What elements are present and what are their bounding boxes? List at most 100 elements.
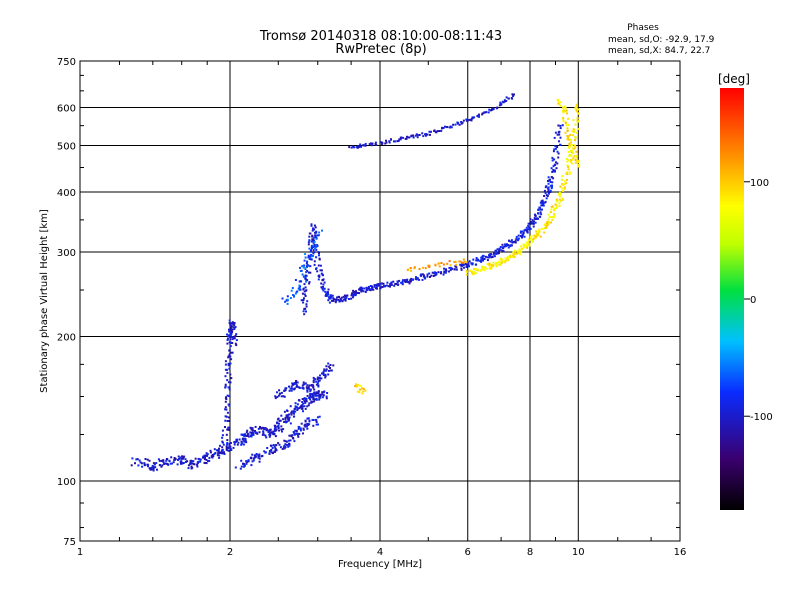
data-point	[390, 283, 393, 286]
data-point	[483, 111, 486, 114]
data-point	[479, 259, 482, 262]
data-point	[294, 405, 297, 408]
data-point	[300, 269, 303, 272]
data-point	[155, 462, 158, 464]
data-point	[191, 466, 194, 469]
data-point	[357, 146, 359, 149]
data-point	[457, 122, 459, 125]
data-point	[520, 235, 523, 238]
data-point	[176, 463, 179, 466]
data-point	[567, 159, 570, 162]
data-point	[552, 165, 555, 168]
data-point	[240, 440, 243, 443]
data-point	[298, 280, 301, 283]
data-point	[316, 382, 319, 385]
data-point	[495, 252, 498, 255]
data-point	[319, 374, 321, 377]
data-point	[306, 300, 309, 303]
data-point	[323, 287, 326, 290]
data-point	[455, 268, 458, 271]
data-point	[304, 267, 307, 270]
data-point	[283, 446, 286, 448]
data-point	[288, 442, 290, 445]
data-point	[285, 440, 288, 443]
data-point	[321, 229, 323, 232]
data-point	[226, 337, 229, 340]
data-point	[329, 297, 332, 300]
data-point	[148, 459, 151, 462]
data-point	[294, 292, 297, 295]
data-point	[506, 243, 509, 246]
data-point	[455, 263, 458, 266]
data-point	[462, 263, 465, 266]
data-point	[326, 392, 329, 394]
data-point	[570, 154, 573, 157]
data-point	[320, 377, 323, 380]
data-point	[494, 249, 497, 252]
data-point	[169, 462, 172, 465]
data-point	[567, 150, 570, 153]
data-point	[360, 290, 363, 293]
data-point	[547, 188, 550, 191]
data-point	[535, 230, 538, 233]
data-point	[267, 429, 270, 432]
data-point	[143, 464, 146, 467]
grid-lines	[80, 61, 680, 541]
data-point	[512, 254, 515, 257]
data-point	[545, 197, 548, 200]
data-point	[346, 294, 348, 297]
data-point	[227, 428, 230, 431]
data-point	[553, 158, 556, 161]
data-point	[476, 269, 479, 272]
data-point	[551, 170, 554, 173]
data-point	[559, 104, 562, 107]
data-point	[282, 395, 285, 398]
data-point	[322, 394, 325, 397]
data-point	[191, 460, 194, 463]
data-point	[150, 468, 153, 471]
data-point	[558, 202, 561, 205]
data-point	[226, 333, 228, 336]
data-point	[529, 218, 532, 221]
data-point	[460, 261, 463, 264]
data-point	[568, 142, 571, 145]
data-point	[360, 286, 363, 289]
data-point	[293, 412, 295, 415]
data-point	[363, 287, 366, 290]
data-point	[166, 463, 169, 465]
data-point	[501, 100, 504, 103]
data-point	[481, 113, 484, 116]
data-point	[278, 429, 280, 432]
data-point	[542, 202, 544, 205]
data-point	[322, 372, 325, 375]
data-point	[360, 145, 362, 148]
data-point	[283, 395, 286, 398]
data-point	[281, 297, 284, 300]
data-point	[549, 189, 552, 192]
data-point	[311, 393, 314, 395]
data-point	[187, 467, 190, 470]
data-point	[507, 244, 510, 247]
data-point	[308, 235, 311, 238]
data-point	[315, 248, 318, 251]
data-point	[571, 150, 574, 152]
data-point	[273, 424, 276, 427]
data-point	[410, 269, 412, 272]
data-point	[277, 442, 280, 445]
data-point	[492, 107, 495, 110]
data-point	[221, 429, 224, 432]
data-point	[539, 235, 542, 238]
data-point	[554, 131, 557, 134]
data-point	[469, 269, 472, 272]
data-point	[519, 230, 522, 233]
data-point	[171, 462, 173, 465]
data-point	[467, 119, 469, 122]
data-point	[290, 389, 293, 392]
data-point	[371, 286, 374, 289]
data-point	[572, 157, 575, 159]
data-point	[258, 431, 261, 434]
data-point	[306, 265, 308, 268]
data-point	[410, 277, 413, 280]
data-point	[263, 428, 266, 431]
data-point	[414, 134, 417, 137]
